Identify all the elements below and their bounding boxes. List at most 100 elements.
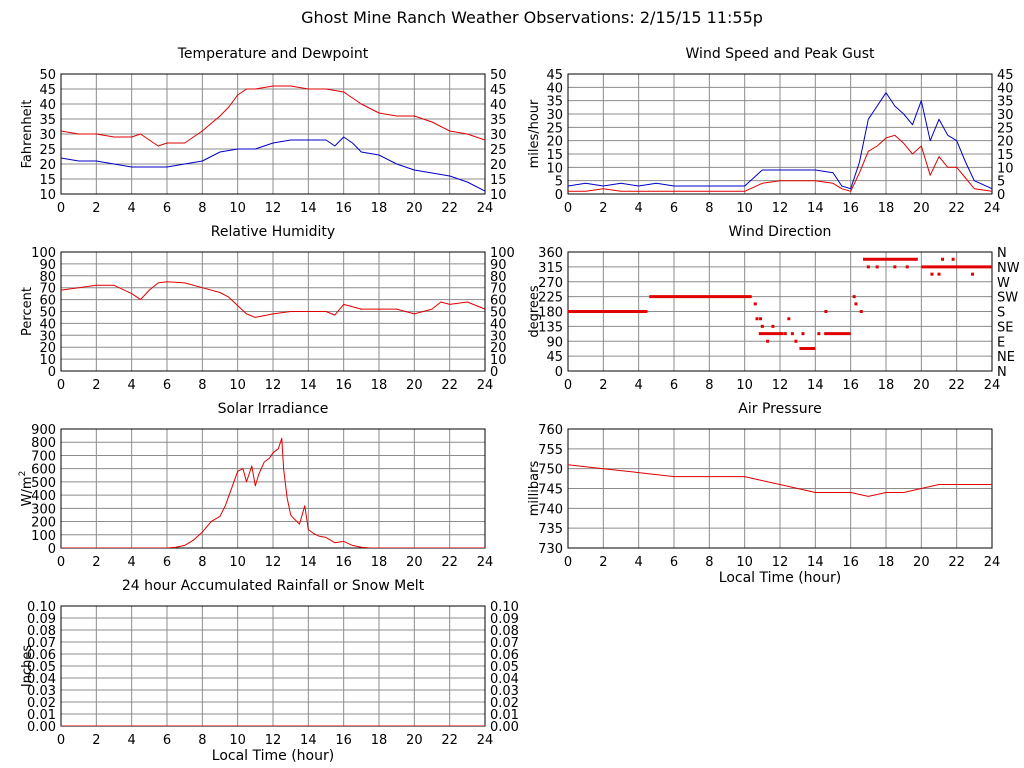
wdir-y-axis-label: degrees <box>527 285 542 338</box>
solar-title: Solar Irradiance <box>218 401 329 417</box>
direction-point <box>875 265 879 269</box>
x-tick-label: 20 <box>406 378 423 393</box>
right-tick-label: 0.02 <box>490 696 519 711</box>
x-tick-label: 24 <box>984 378 1001 393</box>
direction-point <box>951 257 955 261</box>
y-tick-label: 0.08 <box>27 624 56 639</box>
right-tick-label: 0 <box>490 365 498 380</box>
x-tick-label: 24 <box>477 378 494 393</box>
y-tick-label: 90 <box>39 258 56 273</box>
right-tick-label: N <box>997 246 1007 261</box>
right-tick-label: 0.03 <box>490 684 519 699</box>
temp-y-axis-label: Fahrenheit <box>20 100 35 169</box>
y-tick-label: 45 <box>546 68 563 83</box>
right-tick-label: 10 <box>490 188 507 203</box>
y-tick-label: 0.05 <box>27 660 56 675</box>
x-tick-label: 18 <box>371 201 388 216</box>
x-tick-label: 24 <box>477 733 494 748</box>
rain-x-axis-label: Local Time (hour) <box>212 748 334 764</box>
x-tick-label: 14 <box>300 378 317 393</box>
y-tick-label: 900 <box>31 423 56 438</box>
right-tick-label: S <box>997 306 1005 321</box>
wind-title: Wind Speed and Peak Gust <box>686 46 875 62</box>
x-tick-label: 12 <box>265 378 282 393</box>
right-tick-label: 20 <box>490 158 507 173</box>
direction-point <box>766 339 770 343</box>
x-tick-label: 4 <box>128 201 136 216</box>
x-tick-label: 22 <box>948 201 965 216</box>
x-tick-label: 16 <box>335 201 352 216</box>
x-tick-label: 10 <box>736 201 753 216</box>
y-tick-label: 400 <box>31 489 56 504</box>
right-tick-label: 80 <box>490 270 507 285</box>
x-tick-label: 24 <box>984 201 1001 216</box>
page-title: Ghost Mine Ranch Weather Observations: 2… <box>301 8 763 27</box>
y-tick-label: 500 <box>31 476 56 491</box>
x-tick-label: 12 <box>265 555 282 570</box>
x-tick-label: 20 <box>406 733 423 748</box>
y-tick-label: 15 <box>39 173 56 188</box>
direction-point <box>801 332 805 336</box>
x-tick-label: 12 <box>265 733 282 748</box>
direction-point <box>930 272 934 276</box>
x-tick-label: 2 <box>599 201 607 216</box>
x-tick-label: 8 <box>705 378 713 393</box>
y-tick-label: 0.10 <box>27 600 56 615</box>
x-tick-label: 8 <box>198 201 206 216</box>
x-tick-label: 0 <box>57 733 65 748</box>
x-tick-label: 0 <box>564 555 572 570</box>
right-tick-label: 0.08 <box>490 624 519 639</box>
wind-y-axis-label: miles/hour <box>527 99 542 168</box>
y-tick-label: 40 <box>39 98 56 113</box>
direction-point <box>817 332 821 336</box>
y-tick-label: 0.04 <box>27 672 56 687</box>
x-tick-label: 2 <box>599 378 607 393</box>
right-tick-label: 35 <box>490 113 507 128</box>
solar-y-axis-label: W/m2 <box>18 471 35 507</box>
y-tick-label: 10 <box>39 353 56 368</box>
x-tick-label: 8 <box>198 733 206 748</box>
x-tick-label: 4 <box>635 378 643 393</box>
right-tick-label: 5 <box>997 175 1005 190</box>
y-tick-label: 100 <box>31 246 56 261</box>
direction-point <box>783 332 787 336</box>
right-tick-label: 40 <box>490 317 507 332</box>
y-tick-label: 300 <box>31 502 56 517</box>
temp-title: Temperature and Dewpoint <box>177 46 369 62</box>
right-tick-label: NW <box>997 261 1020 276</box>
pressure-series-line-red <box>568 464 992 497</box>
y-tick-label: 0.00 <box>27 720 56 735</box>
rain-y-axis-label: Inches <box>20 645 35 687</box>
x-tick-label: 20 <box>913 201 930 216</box>
right-tick-label: 10 <box>490 353 507 368</box>
y-axis-label-text: degrees <box>527 285 542 338</box>
x-tick-label: 4 <box>635 201 643 216</box>
temp-series-line-red <box>61 85 485 147</box>
right-tick-label: 30 <box>997 108 1014 123</box>
right-tick-label: 30 <box>490 329 507 344</box>
right-tick-label: 10 <box>997 161 1014 176</box>
right-tick-label: 70 <box>490 282 507 297</box>
x-tick-label: 22 <box>948 378 965 393</box>
right-tick-label: 50 <box>490 68 507 83</box>
y-axis-label-text: millibars <box>527 461 542 517</box>
x-tick-label: 20 <box>913 378 930 393</box>
right-tick-label: SW <box>997 291 1018 306</box>
x-tick-label: 0 <box>57 555 65 570</box>
y-tick-label: 10 <box>39 188 56 203</box>
y-tick-label: 25 <box>546 121 563 136</box>
y-tick-label: 200 <box>31 516 56 531</box>
temp-plot-frame <box>60 73 486 195</box>
x-tick-label: 20 <box>406 201 423 216</box>
rain-chart: 24 hour Accumulated Rainfall or Snow Mel… <box>20 578 519 764</box>
x-tick-label: 12 <box>265 201 282 216</box>
x-tick-label: 16 <box>335 378 352 393</box>
x-tick-label: 18 <box>878 378 895 393</box>
x-tick-label: 14 <box>300 733 317 748</box>
right-tick-label: 100 <box>490 246 515 261</box>
right-tick-label: 40 <box>490 98 507 113</box>
